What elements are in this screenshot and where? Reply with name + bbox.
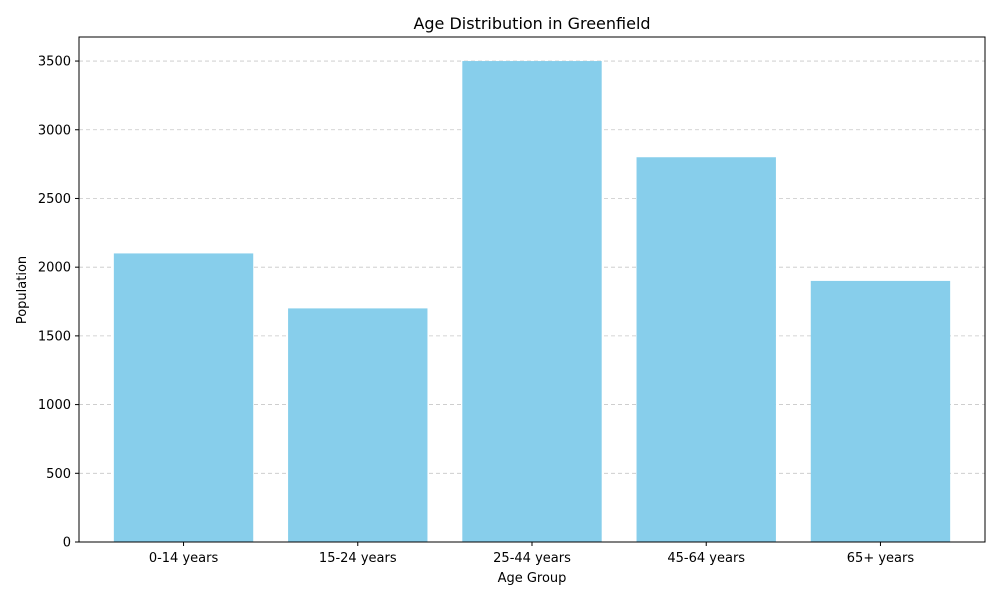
y-tick-label: 3000	[38, 123, 71, 138]
bar	[636, 157, 776, 542]
x-tick-label: 15-24 years	[319, 551, 397, 566]
x-axis-label: Age Group	[498, 571, 567, 586]
y-tick-label: 3500	[38, 55, 71, 70]
y-tick-label: 1000	[38, 398, 71, 413]
bar	[113, 253, 254, 542]
bar	[462, 61, 602, 543]
y-tick-label: 2500	[38, 192, 71, 207]
x-tick-label: 45-64 years	[667, 551, 745, 566]
bar	[288, 308, 428, 542]
chart-title: Age Distribution in Greenfield	[413, 14, 650, 33]
x-tick-label: 0-14 years	[149, 551, 219, 566]
y-tick-label: 0	[63, 536, 71, 551]
x-tick-label: 65+ years	[847, 551, 915, 566]
y-tick-label: 1500	[38, 329, 71, 344]
y-tick-label: 2000	[38, 261, 71, 276]
y-axis-ticks: 0 500 1000 1500 2000 2500 3000 3500	[38, 55, 79, 551]
x-axis-ticks: 0-14 years 15-24 years 25-44 years 45-64 ye…	[149, 542, 915, 566]
bars	[113, 61, 951, 543]
x-tick-label: 25-44 years	[493, 551, 571, 566]
bar	[810, 280, 951, 542]
y-tick-label: 500	[46, 467, 71, 482]
y-axis-label: Population	[15, 256, 30, 324]
